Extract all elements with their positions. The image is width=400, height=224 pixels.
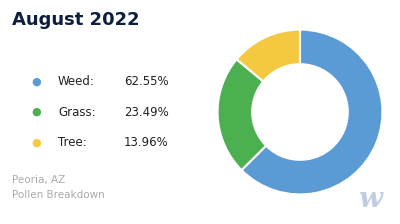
Text: Grass:: Grass: [58, 106, 96, 118]
Text: 13.96%: 13.96% [124, 136, 169, 149]
Text: Peoria, AZ
Pollen Breakdown: Peoria, AZ Pollen Breakdown [12, 175, 105, 200]
Text: 23.49%: 23.49% [124, 106, 169, 118]
Text: ●: ● [31, 137, 41, 147]
Text: Tree:: Tree: [58, 136, 87, 149]
Text: ●: ● [31, 107, 41, 117]
Wedge shape [218, 59, 266, 170]
Wedge shape [242, 30, 382, 194]
Text: Weed:: Weed: [58, 75, 95, 88]
Wedge shape [237, 30, 300, 82]
Text: w: w [358, 186, 382, 213]
Text: ●: ● [31, 77, 41, 87]
Text: August 2022: August 2022 [12, 11, 140, 29]
Text: 62.55%: 62.55% [124, 75, 169, 88]
